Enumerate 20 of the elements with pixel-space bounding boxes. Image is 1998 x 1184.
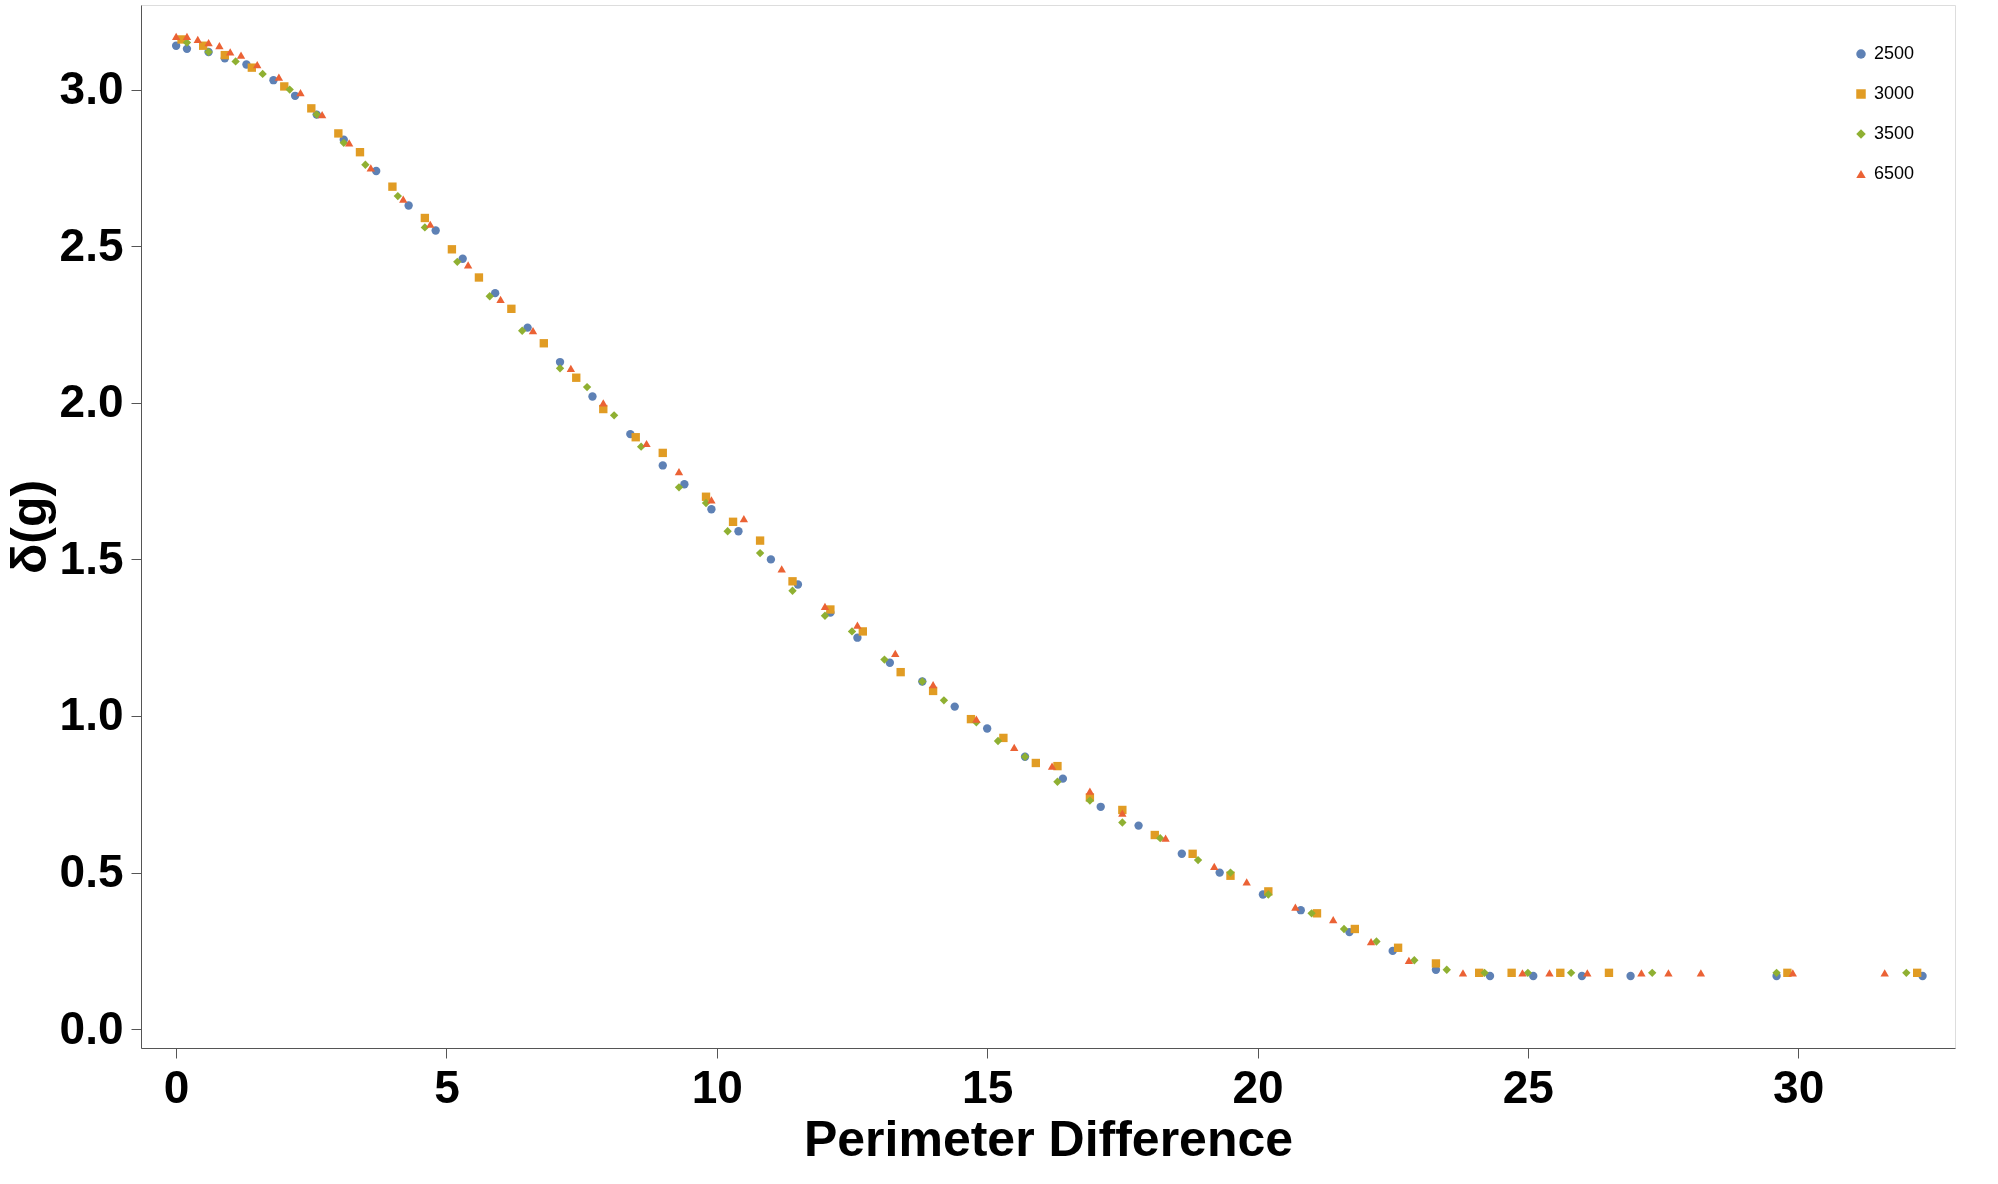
legend-label: 3000 [1874,83,1915,103]
legend-label: 6500 [1874,163,1915,183]
y-tick-label: 2.0 [59,375,124,428]
y-tick-label: 0.5 [59,845,124,898]
y-tick-label: 1.5 [59,531,124,584]
y-tick-label: 0.0 [59,1001,124,1054]
x-tick-label: 15 [962,1060,1014,1113]
x-axis-title: Perimeter Difference [803,1110,1294,1167]
x-tick-label: 5 [434,1060,460,1113]
x-tick-label: 30 [1773,1060,1825,1113]
x-tick-label: 0 [163,1060,190,1113]
y-tick-label: 2.5 [59,218,124,271]
x-tick-label: 10 [691,1060,743,1113]
y-axis-title: δ(g) [0,479,57,575]
y-tick-label: 3.0 [59,62,124,115]
x-tick-label: 20 [1232,1060,1284,1113]
x-tick-label: 25 [1502,1060,1554,1113]
legend-label: 2500 [1874,43,1915,63]
y-tick-label: 1.0 [59,688,124,741]
legend-label: 3500 [1874,123,1915,143]
